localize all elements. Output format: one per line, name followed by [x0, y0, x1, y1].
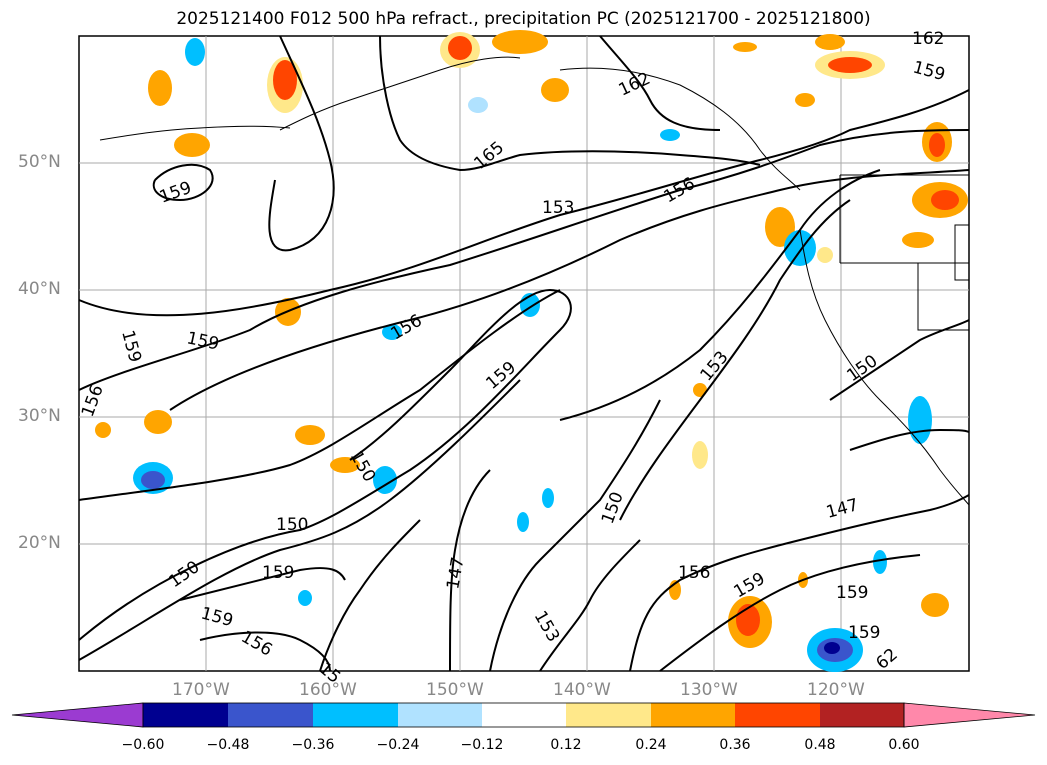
colorbar-tick: −0.36 — [291, 737, 335, 753]
lon-label-170w: 170°W — [172, 680, 230, 700]
colorbar-swatch — [313, 703, 398, 727]
contour-label: 159 — [262, 563, 294, 583]
lat-label-40n: 40°N — [18, 279, 61, 299]
map-title: 2025121400 F012 500 hPa refract., precip… — [176, 9, 871, 29]
precip-shading — [95, 30, 968, 672]
colorbar-tick: 0.12 — [550, 737, 582, 753]
colorbar-swatch — [820, 703, 904, 727]
colorbar-tick: −0.24 — [376, 737, 420, 753]
contour-label: 162 — [912, 29, 944, 49]
colorbar-extend-left — [11, 702, 144, 728]
lat-label-20n: 20°N — [18, 533, 61, 553]
colorbar-swatch — [228, 703, 313, 727]
colorbar-swatch — [143, 703, 228, 727]
colorbar-tick: 0.24 — [635, 737, 667, 753]
colorbar-extend-right — [903, 702, 1036, 728]
colorbar-swatch — [398, 703, 482, 727]
colorbar — [11, 702, 1036, 728]
contour-label: 159 — [836, 583, 868, 603]
lon-label-130w: 130°W — [680, 680, 738, 700]
lon-label-140w: 140°W — [553, 680, 611, 700]
refractivity-contours — [78, 35, 970, 672]
colorbar-swatch — [651, 703, 735, 727]
lon-label-160w: 160°W — [299, 680, 357, 700]
colorbar-tick: 0.48 — [804, 737, 836, 753]
lat-label-30n: 30°N — [18, 406, 61, 426]
colorbar-tick: −0.48 — [206, 737, 250, 753]
coastlines — [99, 56, 970, 506]
colorbar-tick: −0.60 — [121, 737, 165, 753]
lon-label-150w: 150°W — [426, 680, 484, 700]
colorbar-swatch — [482, 703, 566, 727]
colorbar-tick: −0.12 — [460, 737, 504, 753]
contour-label: 150 — [276, 515, 308, 535]
lat-label-50n: 50°N — [18, 152, 61, 172]
contour-label: 153 — [542, 198, 574, 218]
contour-label: 156 — [678, 563, 710, 583]
contour-label: 159 — [848, 623, 880, 643]
colorbar-swatch — [735, 703, 820, 727]
lon-label-120w: 120°W — [807, 680, 865, 700]
colorbar-swatch — [566, 703, 651, 727]
colorbar-tick: 0.36 — [719, 737, 751, 753]
colorbar-tick: 0.60 — [888, 737, 920, 753]
